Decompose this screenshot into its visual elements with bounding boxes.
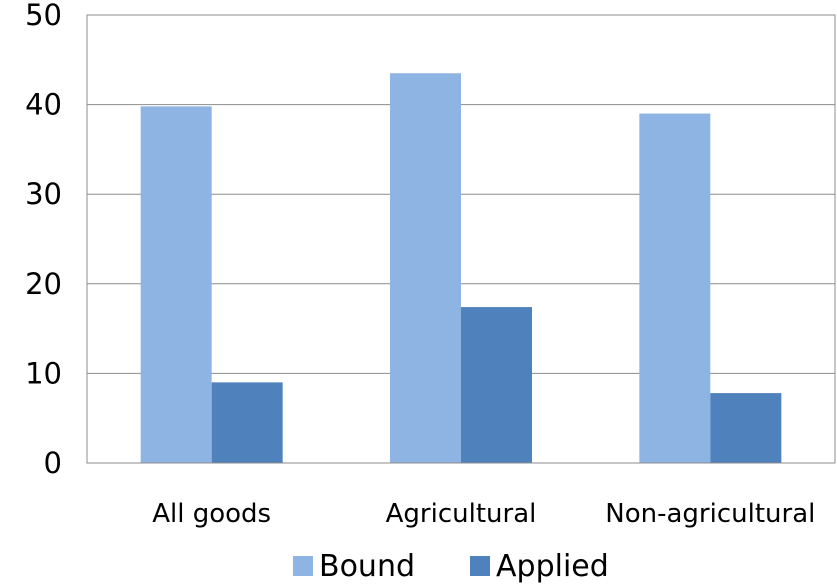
legend-swatch-bound (293, 556, 313, 576)
bar-bound-agricultural (390, 73, 461, 464)
legend-swatch-applied (470, 556, 490, 576)
bars (140, 73, 782, 464)
bar-applied-agricultural (461, 307, 532, 463)
y-tick-label: 50 (25, 0, 62, 32)
y-tick-label: 10 (25, 356, 62, 390)
bar-applied-all-goods (211, 382, 283, 463)
y-tick-label: 40 (25, 88, 62, 122)
x-category-label: Agricultural (386, 499, 537, 529)
legend-label-applied: Applied (496, 549, 609, 584)
y-tick-label: 0 (44, 446, 62, 480)
x-category-label: Non-agricultural (605, 499, 815, 529)
bar-applied-non-agricultural (710, 393, 782, 463)
x-axis-category-labels: All goods Agricultural Non-agricultural (152, 499, 815, 529)
bar-bound-all-goods (140, 106, 212, 463)
legend: Bound Applied (293, 549, 609, 584)
y-tick-label: 30 (25, 177, 62, 211)
y-axis-tick-labels: 0 10 20 30 40 50 (25, 0, 62, 480)
x-category-label: All goods (152, 499, 271, 529)
bar-bound-non-agricultural (639, 113, 711, 463)
y-tick-label: 20 (25, 267, 62, 301)
legend-label-bound: Bound (319, 549, 415, 584)
